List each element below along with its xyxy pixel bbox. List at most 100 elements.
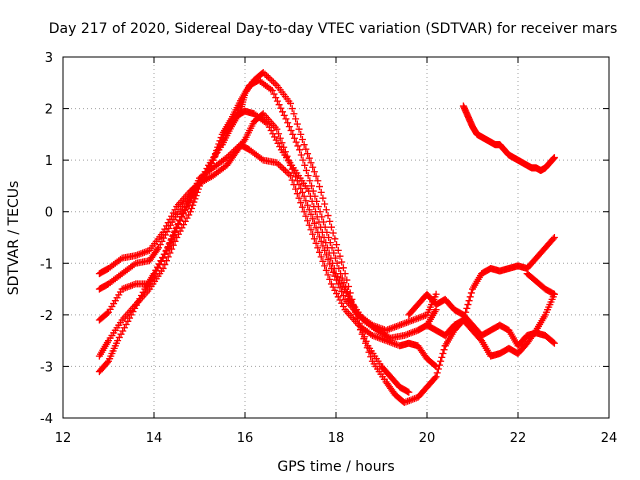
data-point bbox=[117, 330, 125, 338]
plot-frame bbox=[62, 56, 610, 419]
data-point bbox=[287, 172, 294, 180]
data-point bbox=[308, 182, 316, 190]
data-point bbox=[214, 143, 222, 151]
data-point bbox=[290, 110, 298, 118]
data-point bbox=[213, 146, 221, 154]
data-point bbox=[321, 223, 329, 231]
data-point bbox=[342, 283, 350, 291]
data-point bbox=[305, 206, 313, 214]
data-point bbox=[292, 185, 300, 193]
data-point bbox=[309, 230, 317, 238]
data-point bbox=[309, 163, 317, 171]
y-tick-label: -2 bbox=[40, 309, 53, 324]
data-point bbox=[299, 156, 307, 164]
data-point bbox=[338, 274, 346, 282]
data-point bbox=[288, 105, 296, 113]
data-point bbox=[325, 234, 333, 241]
data-point bbox=[340, 279, 348, 287]
y-tick-label: 1 bbox=[45, 154, 53, 169]
chart-title: Day 217 of 2020, Sidereal Day-to-day VTE… bbox=[49, 21, 617, 37]
data-point bbox=[189, 201, 197, 209]
x-tick-label: 24 bbox=[601, 431, 618, 446]
data-point bbox=[439, 350, 447, 358]
data-point bbox=[279, 108, 287, 116]
data-point bbox=[288, 176, 296, 184]
data-point bbox=[310, 235, 318, 243]
data-markers bbox=[95, 68, 558, 407]
data-point bbox=[281, 167, 289, 175]
data-point bbox=[186, 208, 194, 216]
data-point bbox=[307, 226, 315, 234]
data-point bbox=[335, 264, 343, 272]
data-point bbox=[293, 190, 301, 198]
data-point bbox=[549, 235, 557, 243]
data-point bbox=[550, 154, 558, 162]
data-point bbox=[440, 346, 448, 354]
data-point bbox=[352, 310, 360, 318]
data-point bbox=[290, 134, 298, 142]
data-point bbox=[322, 266, 330, 274]
data-point bbox=[322, 206, 330, 214]
data-point bbox=[323, 228, 331, 236]
data-point bbox=[194, 185, 202, 193]
data-point bbox=[463, 304, 471, 312]
data-point bbox=[283, 168, 291, 176]
data-point bbox=[297, 151, 305, 159]
data-point bbox=[305, 154, 313, 162]
data-point bbox=[359, 328, 367, 336]
y-tick-label: 0 bbox=[45, 206, 53, 221]
data-point bbox=[300, 141, 308, 149]
data-point bbox=[297, 199, 305, 207]
data-point bbox=[190, 198, 198, 206]
data-point bbox=[164, 253, 172, 261]
data-point bbox=[550, 234, 558, 241]
data-point bbox=[280, 111, 288, 119]
data-point bbox=[103, 359, 111, 367]
data-point bbox=[405, 388, 413, 396]
series-track-9 bbox=[523, 270, 558, 298]
data-point bbox=[309, 215, 317, 223]
data-point bbox=[327, 223, 335, 231]
data-point bbox=[437, 357, 445, 365]
data-point bbox=[314, 177, 322, 185]
data-point bbox=[432, 290, 440, 298]
data-point bbox=[354, 315, 362, 323]
data-point bbox=[193, 188, 201, 196]
data-point bbox=[355, 319, 363, 327]
data-point bbox=[295, 125, 303, 133]
data-point bbox=[302, 212, 310, 220]
data-point bbox=[284, 119, 292, 127]
series-track-1 bbox=[95, 110, 440, 334]
series-track-10 bbox=[459, 102, 558, 174]
data-point bbox=[362, 337, 370, 345]
data-point bbox=[549, 338, 557, 346]
data-point bbox=[464, 301, 472, 309]
data-point bbox=[328, 244, 336, 252]
data-point bbox=[269, 78, 277, 86]
data-point bbox=[324, 212, 332, 220]
data-point bbox=[268, 77, 276, 85]
data-point bbox=[164, 244, 172, 252]
data-point bbox=[431, 374, 439, 382]
data-point bbox=[304, 217, 312, 225]
data-point bbox=[550, 339, 558, 347]
data-point bbox=[312, 239, 320, 247]
data-point bbox=[336, 296, 344, 304]
data-point bbox=[296, 146, 304, 154]
x-tick-label: 16 bbox=[237, 431, 254, 446]
data-point bbox=[326, 239, 334, 247]
data-point bbox=[266, 75, 274, 83]
data-point bbox=[169, 241, 177, 249]
data-point bbox=[278, 164, 286, 172]
data-point bbox=[337, 270, 345, 278]
data-point bbox=[336, 252, 344, 260]
data-point bbox=[163, 257, 171, 265]
data-point bbox=[302, 166, 310, 174]
series-track-7 bbox=[441, 234, 558, 350]
data-point bbox=[103, 309, 111, 317]
data-point bbox=[314, 203, 322, 211]
data-point bbox=[295, 194, 303, 202]
data-point bbox=[316, 248, 324, 256]
data-point bbox=[331, 254, 339, 262]
